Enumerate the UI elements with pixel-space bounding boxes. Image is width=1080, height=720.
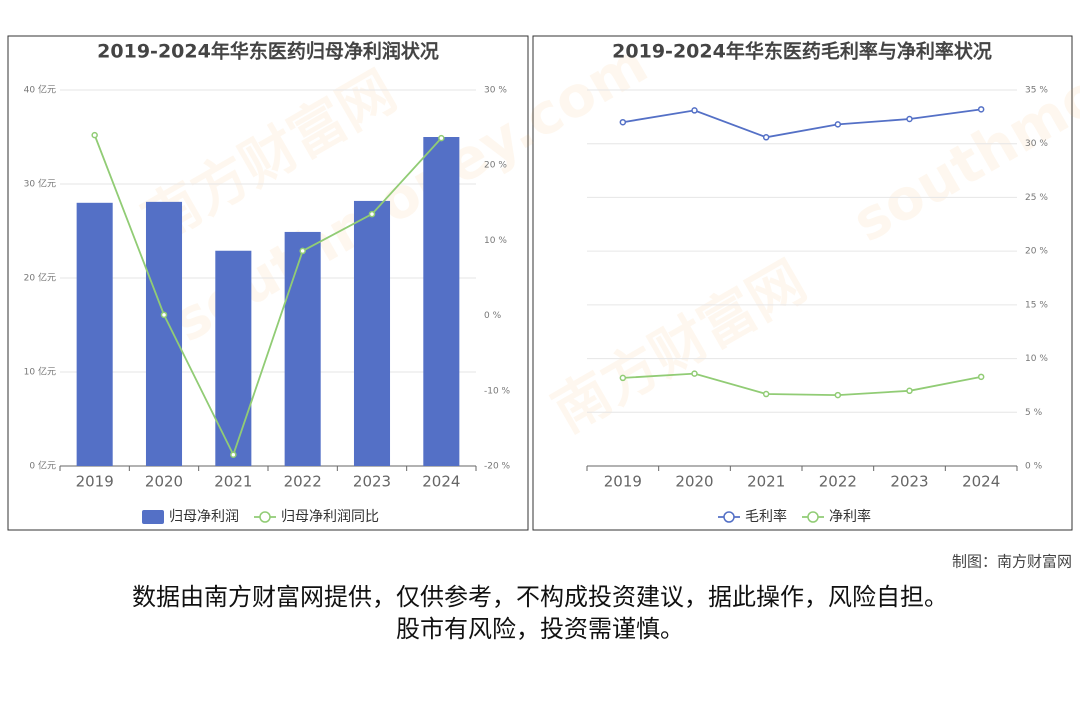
y2-tick-label: 10 % [1025,354,1048,364]
y2-tick-label: 20 % [1025,247,1048,257]
y-tick-label: 30 亿元 [24,178,56,190]
watermark: 南方财富网 [542,249,817,445]
y-tick-label: 0 亿元 [29,460,56,472]
line [93,134,442,458]
line [622,372,982,396]
y2-tick-label: 30 % [484,86,507,96]
y2-tick-label: 35 % [1025,86,1048,96]
legend-swatch [807,511,819,523]
y2-tick-label: 0 % [1025,462,1043,472]
point [691,370,698,377]
y2-tick-label: -10 % [484,386,511,396]
point [299,247,306,255]
x-tick-label: 2020 [145,473,183,491]
point [762,134,770,141]
x-tick-label: 2023 [353,473,391,491]
legend-label: 归母净利润同比 [281,508,379,525]
bar [76,202,113,467]
point [762,390,770,398]
legend-swatch [723,511,735,523]
chart-frame [532,35,1073,531]
line [622,108,982,139]
x-tick-label: 2022 [819,473,857,491]
y-tick-label: 40 亿元 [24,84,56,96]
y2-tick-label: 25 % [1025,193,1048,203]
y-tick-label: 10 亿元 [24,366,56,378]
point [691,107,698,114]
chart-title: 2019-2024年华东医药毛利率与净利率状况 [612,40,992,63]
chart-title: 2019-2024年华东医药归母净利润状况 [97,40,439,63]
y2-tick-label: 0 % [484,311,502,321]
point [91,131,98,139]
point [230,451,237,458]
y2-tick-label: 10 % [484,236,507,246]
point [906,115,913,123]
point [619,118,627,126]
bar [284,231,321,466]
point [160,311,168,319]
x-tick-label: 2024 [962,473,1000,491]
x-tick-label: 2019 [76,473,114,491]
legend-label: 毛利率 [745,508,787,525]
point [977,106,985,113]
credit: 制图：南方财富网 [952,553,1072,571]
x-tick-label: 2023 [890,473,928,491]
legend-label: 归母净利润 [169,508,239,525]
y2-tick-label: -20 % [484,462,511,472]
disclaimer: 数据由南方财富网提供，仅供参考，不构成投资建议，据此操作，风险自担。 [132,583,948,611]
x-tick-label: 2024 [422,473,460,491]
legend-swatch [142,510,164,524]
point [438,134,445,142]
y2-tick-label: 30 % [1025,139,1048,149]
point [834,121,842,128]
disclaimer: 股市有风险，投资需谨慎。 [396,615,684,643]
point [906,387,913,395]
y-tick-label: 20 亿元 [24,272,56,284]
y2-tick-label: 5 % [1025,408,1043,418]
bar [215,250,252,466]
watermark: southmoney.com [842,0,1080,255]
bar [145,201,183,467]
point [977,373,985,381]
x-tick-label: 2021 [747,473,785,491]
bar [423,137,460,466]
x-tick-label: 2019 [604,473,642,491]
point [368,210,376,218]
y2-tick-label: 15 % [1025,300,1048,310]
point [619,374,627,382]
legend-label: 净利率 [829,508,871,525]
chart-frame [7,35,529,531]
bar [353,200,391,467]
point [834,391,842,399]
x-tick-label: 2020 [675,473,713,491]
legend-swatch [259,511,271,523]
x-tick-label: 2021 [214,473,252,491]
x-tick-label: 2022 [284,473,322,491]
y2-tick-label: 20 % [484,161,507,171]
